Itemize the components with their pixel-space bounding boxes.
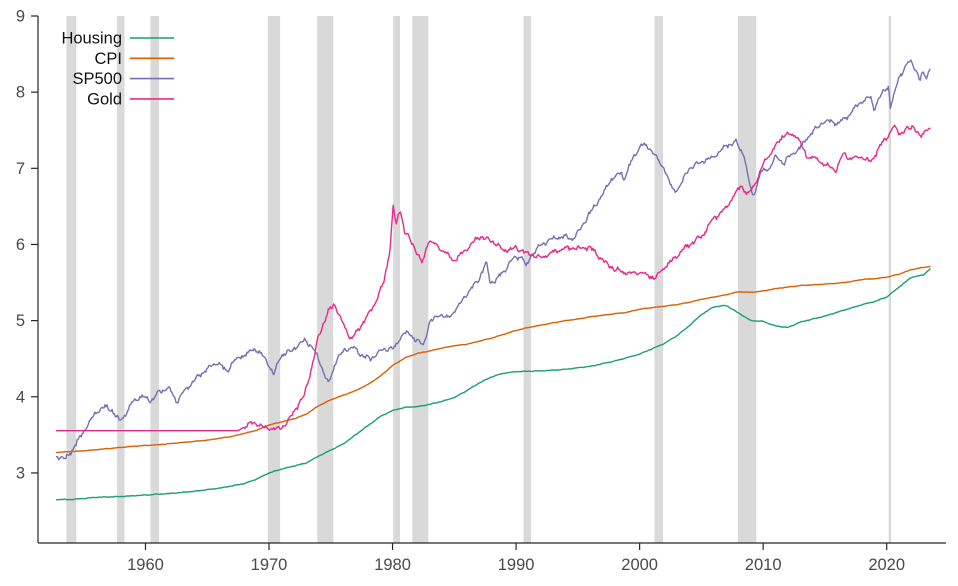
- x-tick-label: 2010: [745, 556, 782, 574]
- x-tick-label: 1970: [251, 556, 288, 574]
- y-tick-label: 9: [16, 8, 25, 26]
- x-tick-label: 1980: [374, 556, 411, 574]
- recession-band: [117, 16, 125, 543]
- recession-band: [412, 16, 429, 543]
- series-line-housing: [55, 268, 931, 501]
- recession-band: [393, 16, 400, 543]
- recession-band: [888, 16, 892, 543]
- legend-label-gold: Gold: [87, 90, 122, 108]
- recession-band: [317, 16, 334, 543]
- recession-band: [66, 16, 77, 543]
- y-tick-label: 8: [16, 84, 25, 102]
- recession-band: [654, 16, 664, 543]
- x-tick-label: 2020: [868, 556, 905, 574]
- legend-label-sp500: SP500: [72, 70, 122, 88]
- x-tick-label: 1960: [127, 556, 164, 574]
- legend-item-sp500: SP500: [72, 70, 174, 88]
- legend-item-cpi: CPI: [94, 50, 174, 68]
- recession-band: [267, 16, 281, 543]
- recession-band: [150, 16, 159, 543]
- y-tick-label: 6: [16, 236, 25, 254]
- legend-item-gold: Gold: [87, 90, 174, 108]
- y-tick-label: 4: [16, 388, 25, 406]
- recession-band: [737, 16, 757, 543]
- x-tick-label: 2000: [621, 556, 658, 574]
- series-line-gold: [55, 124, 931, 432]
- legend-label-cpi: CPI: [94, 50, 122, 68]
- series-line-cpi: [55, 265, 931, 454]
- x-tick-label: 1990: [498, 556, 535, 574]
- series-line-sp500: [55, 59, 931, 461]
- y-tick-label: 7: [16, 160, 25, 178]
- legend-label-housing: Housing: [61, 30, 122, 48]
- legend-item-housing: Housing: [61, 30, 174, 48]
- y-tick-label: 5: [16, 312, 25, 330]
- y-tick-label: 3: [16, 464, 25, 482]
- recession-band: [523, 16, 531, 543]
